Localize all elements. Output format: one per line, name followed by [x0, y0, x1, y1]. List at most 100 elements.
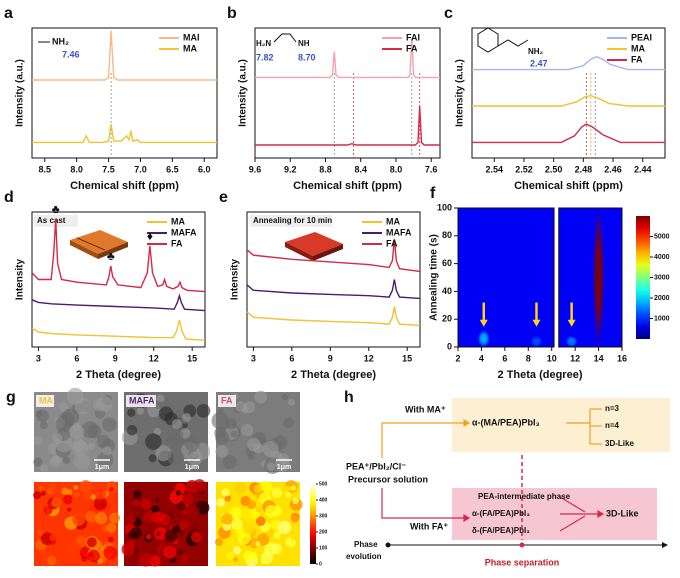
series-line [255, 105, 440, 146]
texture [145, 533, 152, 540]
x-axis-label: 2 Theta (degree) [291, 369, 376, 381]
texture [103, 546, 118, 560]
series-line [246, 306, 421, 327]
diagram-text: α-(MA/PEA)PbI₃ [472, 417, 540, 427]
x-tick-label: 7.5 [102, 164, 115, 174]
grain [66, 387, 84, 405]
x-axis-label: 2 Theta (degree) [498, 369, 583, 381]
y-axis-label: Annealing time (s) [429, 234, 440, 321]
texture [79, 480, 92, 493]
texture [255, 507, 262, 513]
texture [93, 486, 107, 500]
texture [175, 490, 182, 496]
x-tick-label: 9 [328, 353, 333, 363]
texture [290, 514, 299, 523]
heat-streak [592, 208, 605, 347]
grain [153, 427, 162, 436]
texture [48, 482, 57, 492]
texture [140, 498, 152, 510]
texture [224, 495, 232, 502]
axis-origin [385, 542, 391, 548]
grain [235, 401, 247, 413]
axis-break [554, 207, 559, 348]
legend-label: MA [171, 216, 185, 226]
texture [287, 549, 300, 562]
grain [145, 433, 162, 450]
grain [102, 417, 117, 432]
texture [49, 534, 56, 541]
grain [55, 416, 71, 432]
series-line [31, 319, 206, 341]
grain [222, 455, 237, 470]
arrow-head [567, 319, 576, 327]
texture [139, 553, 153, 567]
x-tick-label: 2.48 [575, 164, 593, 174]
x-axis-label: Chemical shift (ppm) [514, 180, 623, 192]
grain [281, 393, 289, 401]
series-line [246, 279, 421, 300]
x-tick-label: 8 [526, 353, 531, 363]
panel-letter: c [444, 5, 453, 22]
x-tick-label: 8.0 [70, 164, 83, 174]
texture [292, 497, 299, 505]
ma-box [452, 398, 670, 452]
diagram-text: PEA-intermediate phase [478, 492, 571, 501]
texture [193, 525, 199, 532]
texture [109, 512, 120, 524]
texture [177, 549, 184, 556]
x-tick-label: 3 [251, 353, 256, 363]
grain [154, 401, 163, 409]
grain [70, 425, 85, 440]
note: Annealing for 10 min [253, 216, 332, 225]
y-tick-label: 100 [437, 202, 452, 212]
x-tick-label: 15 [402, 353, 412, 363]
x-tick-label: 10 [547, 353, 557, 363]
panel-letter: f [430, 185, 436, 202]
texture [265, 504, 278, 518]
texture [51, 497, 62, 508]
texture [273, 531, 281, 540]
arrow-head [479, 319, 488, 327]
peak-label: 7.82 [256, 52, 274, 62]
x-tick-label: 4 [479, 353, 484, 363]
diagram-text: Phase separation [485, 557, 560, 567]
grain [155, 445, 172, 462]
x-tick-label: 2.54 [486, 164, 504, 174]
grain [87, 424, 102, 439]
label-box [126, 395, 156, 407]
series-line [472, 55, 665, 71]
legend-label: MAI [183, 32, 200, 42]
texture [81, 555, 88, 562]
micrograph-label: MA [39, 395, 53, 405]
scale-label: 1μm [95, 464, 109, 471]
texture [156, 531, 161, 537]
grain [248, 453, 255, 461]
texture [61, 487, 69, 495]
grain [215, 430, 230, 445]
x-tick-label: 8.8 [319, 164, 332, 174]
texture [90, 494, 96, 500]
structure-label: NH₂ [52, 36, 69, 46]
texture [192, 479, 207, 493]
micrograph-label: MAFA [129, 395, 155, 405]
texture [284, 485, 291, 493]
texture [93, 497, 107, 511]
grain [184, 435, 201, 452]
series-line [472, 123, 665, 144]
legend-label: FA [386, 238, 398, 248]
scale-label: 1μm [185, 464, 199, 471]
grain [35, 410, 43, 418]
grain [39, 421, 48, 430]
x-tick-label: 6.5 [166, 164, 179, 174]
texture [84, 510, 97, 523]
grain [287, 398, 296, 406]
y-tick-label: 60 [442, 258, 452, 268]
x-axis-label: Chemical shift (ppm) [70, 180, 179, 192]
texture [73, 485, 79, 491]
texture [277, 520, 292, 535]
grain [243, 401, 256, 414]
scale-label: 1μm [277, 464, 291, 471]
colorbar [310, 484, 316, 564]
legend-label: MA [386, 216, 400, 226]
note: As cast [37, 216, 66, 225]
